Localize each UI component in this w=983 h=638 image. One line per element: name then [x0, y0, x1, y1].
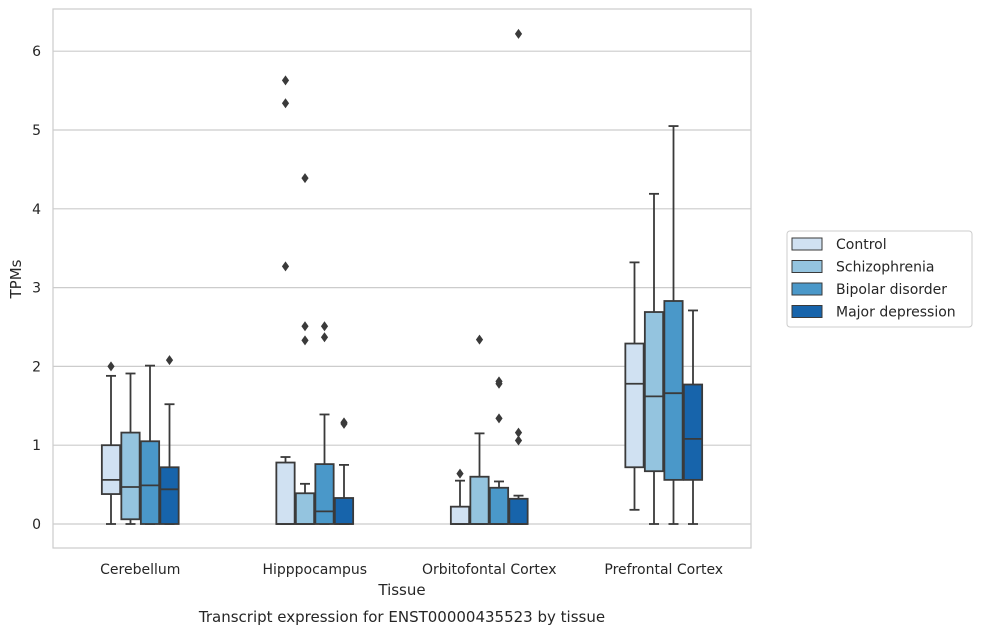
- box-1-3: [333, 417, 355, 525]
- legend-swatch: [791, 282, 823, 296]
- outlier-point: [495, 413, 503, 424]
- outlier-point: [514, 427, 523, 438]
- outlier-point: [320, 321, 329, 332]
- box-3-0: [624, 261, 645, 511]
- chart-caption: Transcript expression for ENST0000043552…: [198, 608, 605, 626]
- outlier-point: [281, 98, 290, 109]
- box-body: [624, 342, 645, 469]
- legend-frame: [786, 230, 973, 328]
- y-tick-label: 1: [32, 438, 41, 454]
- box-3-3: [682, 309, 704, 525]
- legend: Control Schizophrenia Bipolar disorder Majo…: [786, 230, 973, 328]
- box-body: [159, 466, 180, 525]
- outlier-point: [475, 334, 484, 345]
- box-body: [139, 440, 161, 525]
- x-tick-label: Cerebellum: [100, 562, 180, 578]
- x-tick-label: Orbitofontal Cortex: [422, 562, 557, 578]
- legend-swatch: [791, 260, 823, 273]
- outlier-point: [456, 468, 464, 479]
- y-tick-label: 3: [32, 281, 41, 297]
- y-tick-label: 4: [32, 202, 41, 218]
- box-0-2: [139, 364, 161, 525]
- box-2-2: [488, 376, 510, 525]
- y-tick-label: 5: [32, 123, 41, 139]
- outlier-point: [514, 435, 523, 446]
- box-1-2: [314, 321, 335, 525]
- box-body: [314, 463, 335, 525]
- box-0-0: [100, 361, 122, 525]
- box-body: [508, 497, 529, 525]
- legend-swatch: [791, 305, 823, 318]
- outlier-point: [165, 355, 174, 366]
- y-tick-label: 0: [32, 517, 41, 533]
- outlier-point: [514, 28, 523, 39]
- x-axis-label: Tissue: [377, 581, 425, 599]
- x-tick-label: Hipppocampus: [262, 562, 367, 578]
- legend-label: Bipolar disorder: [836, 282, 947, 298]
- box-body: [643, 311, 665, 473]
- box-0-1: [120, 372, 141, 525]
- box-2-0: [449, 468, 471, 525]
- legend-swatch: [791, 237, 823, 251]
- boxes-layer: [100, 28, 704, 525]
- box-body: [333, 497, 355, 525]
- box-body: [275, 461, 296, 525]
- outlier-point: [301, 335, 309, 346]
- box-body: [100, 444, 122, 495]
- y-tick-label: 2: [32, 359, 41, 375]
- outlier-point: [281, 261, 290, 272]
- legend-label: Control: [836, 237, 887, 253]
- box-body: [469, 475, 490, 525]
- outlier-point: [495, 376, 503, 387]
- outlier-point: [107, 361, 115, 372]
- y-tick-label: 6: [32, 44, 41, 60]
- outlier-point: [320, 332, 329, 343]
- box-body: [449, 505, 471, 525]
- x-axis-ticks: Cerebellum Hipppocampus Orbitofontal Corte…: [100, 562, 723, 578]
- y-axis-ticks: 0 1 2 3 4 5 6: [32, 44, 41, 533]
- outlier-point: [301, 321, 309, 332]
- box-body: [663, 300, 684, 481]
- box-3-2: [663, 125, 684, 525]
- legend-label: Schizophrenia: [836, 260, 934, 276]
- x-tick-label: Prefrontal Cortex: [604, 562, 723, 578]
- box-body: [488, 486, 510, 525]
- box-2-3: [508, 28, 529, 525]
- box-body: [294, 492, 316, 525]
- box-1-1: [294, 173, 316, 525]
- box-2-1: [469, 334, 490, 525]
- box-1-0: [275, 75, 296, 525]
- box-0-3: [159, 355, 180, 525]
- outlier-point: [340, 417, 348, 428]
- outlier-point: [301, 173, 309, 184]
- box-body: [120, 431, 141, 521]
- box-body: [682, 383, 704, 481]
- legend-label: Major depression: [836, 305, 956, 321]
- y-axis-label: TPMs: [7, 259, 25, 299]
- outlier-point: [281, 75, 290, 86]
- box-3-1: [643, 192, 665, 525]
